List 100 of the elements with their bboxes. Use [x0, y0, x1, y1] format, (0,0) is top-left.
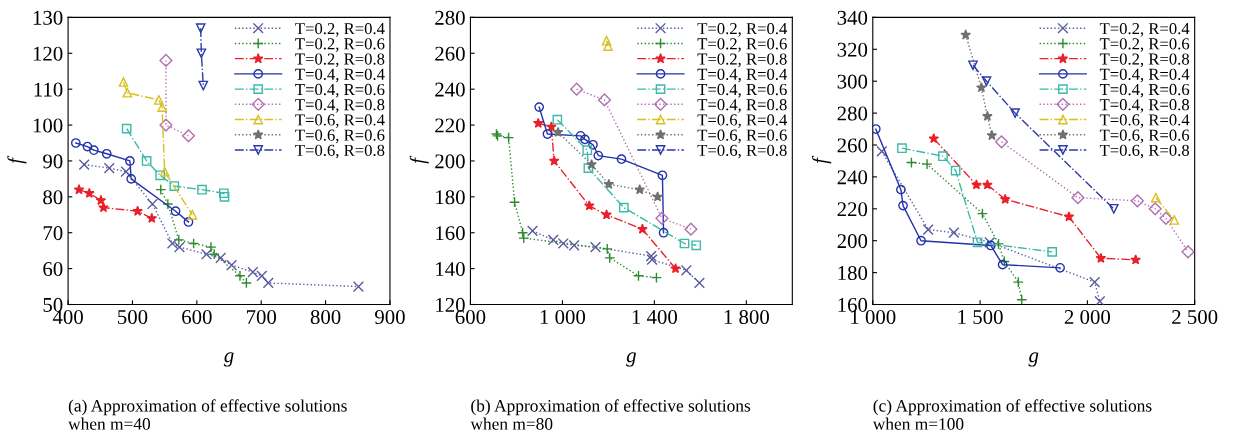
y-tick-label: 180 — [436, 190, 465, 205]
point — [188, 237, 200, 250]
point — [234, 270, 246, 282]
point — [120, 166, 132, 178]
point — [670, 263, 681, 274]
point — [986, 129, 998, 141]
point — [582, 145, 593, 156]
point — [593, 150, 604, 161]
y-axis-title: f — [812, 155, 832, 164]
point — [982, 110, 993, 121]
point — [646, 254, 658, 266]
point — [1159, 211, 1173, 225]
y-tick-label: 260 — [435, 46, 465, 61]
point — [159, 118, 173, 132]
point — [994, 135, 1009, 149]
point — [604, 252, 616, 264]
point — [972, 237, 983, 248]
point — [570, 82, 584, 96]
y-tick-label: 60 — [43, 261, 63, 277]
point — [103, 162, 115, 174]
point — [1130, 194, 1144, 208]
y-tick-label: 100 — [33, 118, 63, 133]
point — [159, 53, 173, 68]
point — [146, 212, 158, 223]
legend-label: T=0.2, R=0.6 — [697, 38, 787, 52]
point — [205, 241, 217, 253]
point — [679, 238, 690, 249]
y-tick-label: 320 — [837, 42, 868, 57]
point — [552, 126, 564, 137]
x-tick-label: 1 000 — [540, 309, 586, 325]
point — [183, 217, 194, 227]
y-tick-label: 240 — [837, 170, 868, 185]
legend-label: T=0.2, R=0.4 — [697, 22, 788, 37]
point — [532, 117, 544, 128]
point — [998, 255, 1010, 267]
point — [503, 132, 515, 144]
y-tick-label: 140 — [436, 261, 465, 277]
point — [200, 248, 213, 260]
point — [984, 236, 996, 248]
point — [1047, 247, 1058, 257]
point — [976, 208, 988, 220]
y-tick-label: 260 — [837, 138, 868, 153]
point — [616, 154, 627, 165]
y-tick-label: 220 — [837, 202, 868, 217]
point — [645, 250, 657, 262]
point — [166, 237, 178, 250]
y-tick-label: 110 — [34, 82, 63, 97]
text: (a) Approximation of effective solutions when m=40 — [68, 399, 347, 430]
point — [509, 196, 521, 208]
y-tick-label: 220 — [435, 118, 465, 133]
point — [547, 234, 559, 246]
point — [976, 82, 987, 93]
y-tick-label: 300 — [837, 74, 868, 89]
point — [657, 170, 668, 181]
point — [187, 209, 198, 220]
point — [125, 156, 135, 166]
y-axis-title: f — [409, 155, 429, 164]
point — [121, 123, 132, 134]
point — [693, 277, 705, 289]
x-tick-label: 2 500 — [1172, 309, 1218, 325]
point — [157, 102, 167, 112]
point — [960, 29, 972, 40]
legend-label: T=0.4, R=0.8 — [1099, 99, 1190, 113]
point — [921, 158, 933, 170]
point — [173, 234, 185, 246]
point — [583, 163, 594, 173]
legend-label: T=0.4, R=0.4 — [295, 68, 385, 83]
x-axis-title: g — [1028, 352, 1039, 367]
legend-label: T=0.4, R=0.4 — [1099, 68, 1190, 83]
point — [155, 184, 167, 196]
point — [601, 209, 612, 220]
point — [98, 202, 109, 213]
legend-label: T=0.2, R=0.8 — [295, 53, 385, 68]
legend-label: T=0.2, R=0.8 — [1099, 53, 1190, 68]
point — [126, 174, 137, 184]
legend-label: T=0.6, R=0.8 — [697, 144, 787, 159]
y-tick-label: 240 — [435, 82, 465, 97]
point — [132, 205, 143, 216]
point — [1150, 192, 1161, 203]
point — [589, 241, 602, 253]
point — [632, 270, 645, 282]
point — [1016, 294, 1028, 305]
legend-label: T=0.6, R=0.6 — [1099, 129, 1190, 144]
point — [597, 93, 612, 107]
text: (c) Approximation of effective solutions when m=100 — [872, 399, 1152, 430]
y-tick-label: 340 — [837, 10, 868, 25]
point — [1094, 295, 1106, 305]
point — [1010, 108, 1020, 118]
legend-label: T=0.6, R=0.8 — [1099, 144, 1190, 159]
x-tick-label: 2 000 — [1064, 309, 1111, 325]
point — [159, 166, 170, 177]
legend-label: T=0.6, R=0.4 — [295, 114, 385, 128]
point — [928, 133, 940, 144]
point — [262, 277, 274, 289]
y-tick-label: 130 — [33, 10, 63, 25]
point — [655, 211, 669, 225]
point — [971, 179, 982, 190]
point — [982, 179, 993, 190]
point — [658, 227, 669, 238]
y-tick-label: 80 — [43, 190, 63, 205]
